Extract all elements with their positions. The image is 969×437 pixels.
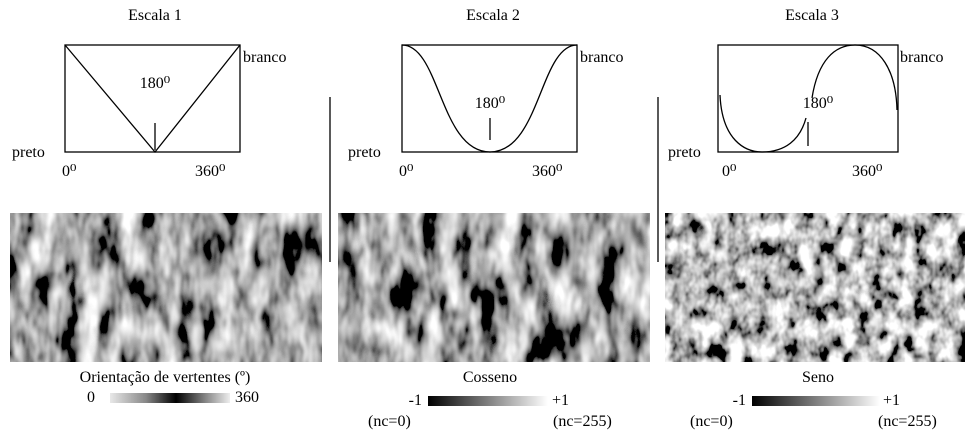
panel: Escala 2 180⁰ branco preto 0⁰ 360⁰ Cosse… [338,7,650,430]
gradient-bar [110,393,230,403]
scale-min: -1 [733,392,746,409]
mid-label: 180⁰ [140,75,170,92]
panel-title: Escala 1 [128,7,182,24]
right-label: branco [580,49,624,66]
relief-image [10,213,322,362]
x-end: 360⁰ [195,163,225,180]
x-start: 0⁰ [722,163,736,180]
left-label: preto [12,144,45,161]
x-start: 0⁰ [399,163,413,180]
gradient-bar [428,396,548,406]
nc-min: (nc=0) [368,413,411,430]
caption: Seno [802,369,834,386]
right-label: branco [900,49,944,66]
left-label: preto [668,144,701,161]
nc-min: (nc=0) [690,413,733,430]
relief-image [338,213,650,362]
scale-min: 0 [87,389,95,406]
caption: Cosseno [463,369,517,386]
scale-curve [720,95,806,152]
x-end: 360⁰ [532,163,562,180]
caption: Orientação de vertentes (º) [80,369,251,386]
scale-max: 360 [235,389,259,406]
figure: Escala 1 180⁰ branco preto 0⁰ 360⁰ Orien… [0,0,969,437]
scale-min: -1 [409,392,422,409]
panel: Escala 3 180⁰ branco preto 0⁰ 360⁰ Seno … [665,7,965,430]
scale-box [65,45,240,152]
panel: Escala 1 180⁰ branco preto 0⁰ 360⁰ Orien… [10,7,322,406]
relief-image [665,213,965,362]
mid-label: 180⁰ [475,95,505,112]
panel-title: Escala 2 [466,7,520,24]
nc-max: (nc=255) [553,413,612,430]
scale-max: +1 [883,392,900,409]
mid-label: 180⁰ [803,95,833,112]
x-end: 360⁰ [852,163,882,180]
right-label: branco [243,49,287,66]
left-label: preto [348,144,381,161]
x-start: 0⁰ [62,163,76,180]
gradient-bar [752,396,880,406]
scale-curve [65,45,240,152]
nc-max: (nc=255) [878,413,937,430]
panel-title: Escala 3 [785,7,839,24]
scale-max: +1 [552,392,569,409]
